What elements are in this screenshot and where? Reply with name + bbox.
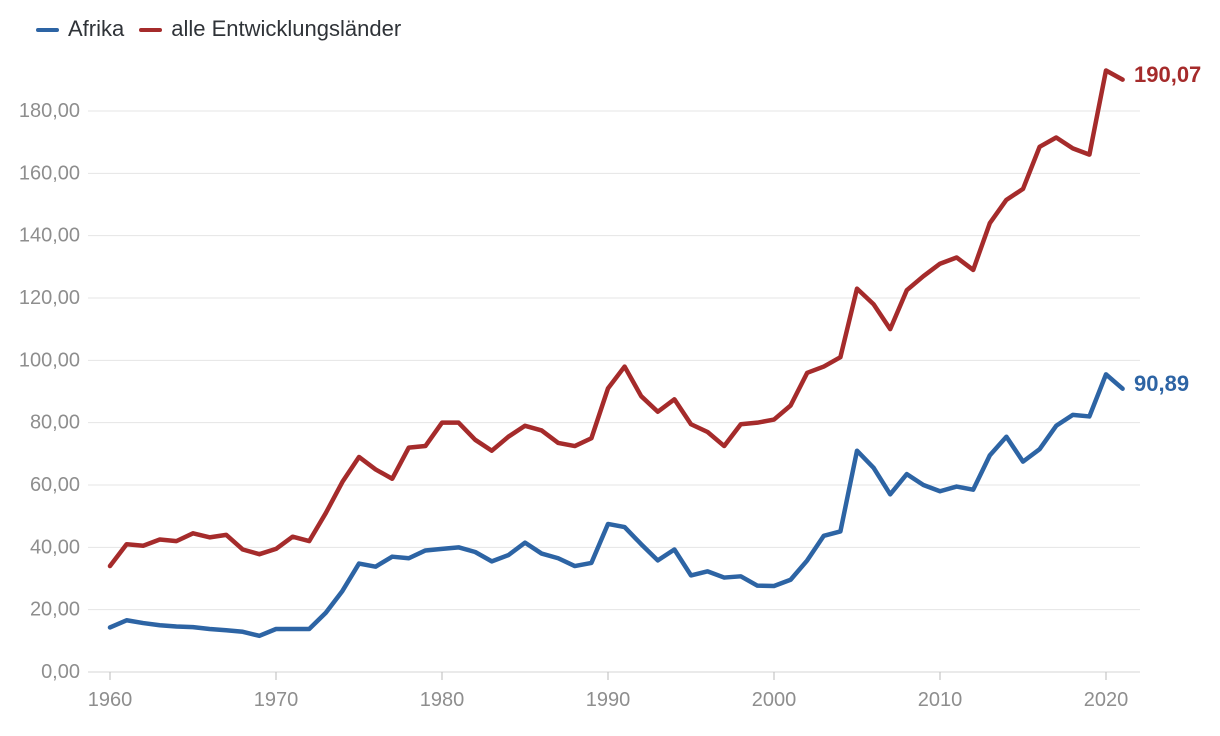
legend: Afrika alle Entwicklungsländer [36, 16, 401, 42]
legend-label-afrika: Afrika [68, 16, 125, 41]
end-value-label-afrika: 90,89 [1134, 371, 1189, 396]
y-axis-tick-label: 0,00 [41, 661, 80, 683]
y-axis-tick-label: 160,00 [19, 162, 80, 184]
y-axis-tick-label: 180,00 [19, 100, 80, 122]
x-axis-tick-label: 1980 [420, 689, 465, 711]
y-axis-tick-label: 100,00 [19, 349, 80, 371]
x-axis-tick-label: 2000 [752, 689, 797, 711]
legend-item-entwicklungslaender: alle Entwicklungsländer [139, 16, 401, 42]
y-axis-tick-label: 80,00 [30, 412, 80, 434]
legend-dash-entwicklungslaender-icon [139, 27, 163, 33]
y-axis-tick-label: 120,00 [19, 287, 80, 309]
x-axis-tick-label: 2010 [918, 689, 963, 711]
y-axis-tick-label: 60,00 [30, 474, 80, 496]
series-line-afrika [107, 372, 1125, 639]
end-value-label-entwicklungslaender: 190,07 [1134, 62, 1201, 87]
legend-item-afrika: Afrika [36, 16, 124, 42]
x-axis-tick-label: 1990 [586, 689, 631, 711]
x-axis-tick-label: 1970 [254, 689, 299, 711]
y-axis-tick-label: 20,00 [30, 599, 80, 621]
series-line-entwicklungslaender [107, 68, 1125, 569]
legend-dash-afrika-icon [36, 27, 59, 33]
y-axis-tick-label: 40,00 [30, 536, 80, 558]
legend-label-entwicklungslaender: alle Entwicklungsländer [171, 16, 402, 41]
x-axis-tick-label: 1960 [88, 689, 133, 711]
y-axis-tick-label: 140,00 [19, 225, 80, 247]
x-axis-tick-label: 2020 [1084, 689, 1129, 711]
